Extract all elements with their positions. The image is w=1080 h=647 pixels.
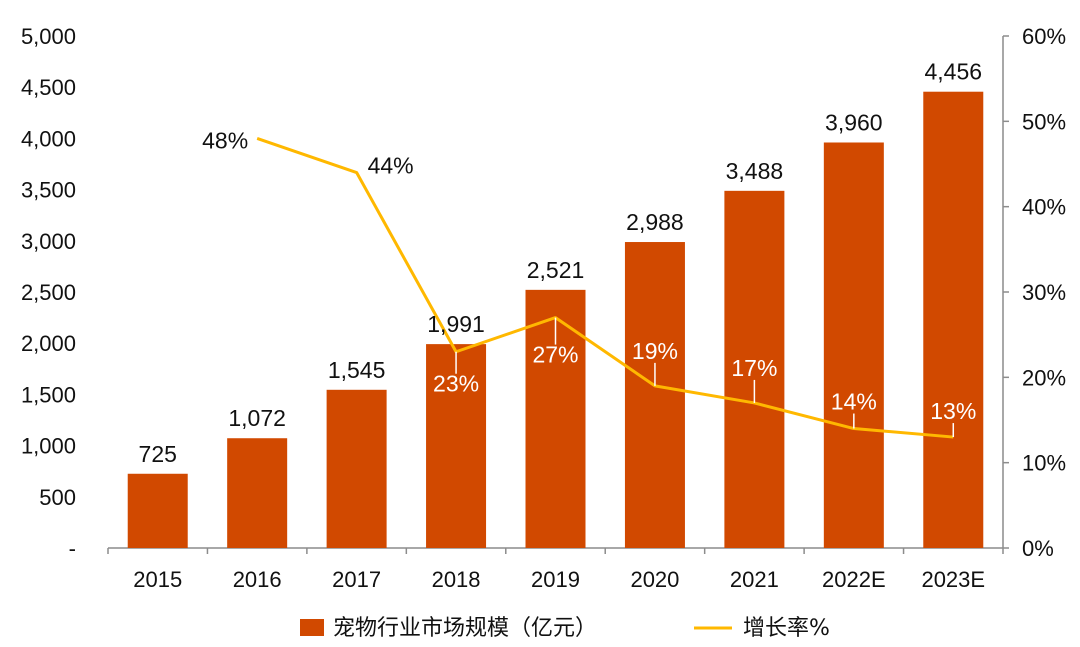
x-tick-label: 2023E xyxy=(921,567,985,592)
bar-value-label: 2,521 xyxy=(527,257,585,283)
legend-line-label: 增长率% xyxy=(743,616,830,641)
bar-value-label: 1,545 xyxy=(328,357,386,383)
rate-value-label: 23% xyxy=(433,371,479,397)
bar-value-label: 1,991 xyxy=(427,311,485,337)
legend-bar-swatch xyxy=(300,619,324,636)
bar xyxy=(724,190,785,548)
bar-value-label: 2,988 xyxy=(626,209,684,235)
x-tick-label: 2022E xyxy=(822,567,886,592)
x-tick-label: 2020 xyxy=(630,567,679,592)
legend: 宠物行业市场规模（亿元） 增长率% xyxy=(300,616,830,641)
rate-value-label: 19% xyxy=(632,338,678,364)
bar xyxy=(426,344,487,548)
y-right-tick-label: 30% xyxy=(1022,280,1066,305)
y-left-tick-label: 2,500 xyxy=(21,280,76,305)
bar-value-label: 3,960 xyxy=(825,109,883,135)
y-right-tick-label: 40% xyxy=(1022,195,1066,220)
growth-line xyxy=(256,136,954,439)
bar xyxy=(127,473,188,548)
data-labels: 725 1,072 1,545 1,991 2,521 2,988 3,488 3,960 4,… xyxy=(139,59,983,467)
bar-value-label: 4,456 xyxy=(924,59,982,85)
x-tick-label: 2015 xyxy=(133,567,182,592)
y-left-tick-label: 4,500 xyxy=(21,75,76,100)
y-left-tick-label: 1,000 xyxy=(21,434,76,459)
bar xyxy=(823,142,884,548)
y-left-tick-label: 3,500 xyxy=(21,178,76,203)
growth-series-line xyxy=(256,136,954,439)
y-left-tick-label: - xyxy=(69,536,76,561)
y-left-tick-label: 2,000 xyxy=(21,331,76,356)
bar-value-label: 1,072 xyxy=(228,405,286,431)
rate-value-label: 44% xyxy=(368,153,414,179)
rate-value-label: 48% xyxy=(202,127,248,153)
bar xyxy=(227,438,288,548)
legend-bar-label: 宠物行业市场规模（亿元） xyxy=(333,616,597,641)
bar-value-label: 3,488 xyxy=(726,158,784,184)
bar xyxy=(326,389,387,548)
y-left-tick-label: 4,000 xyxy=(21,126,76,151)
rate-value-label: 14% xyxy=(831,389,877,415)
bar xyxy=(624,242,685,548)
rate-value-label: 13% xyxy=(930,398,976,424)
y-left-tick-label: 5,000 xyxy=(21,24,76,49)
bar xyxy=(923,91,984,548)
rate-value-label: 27% xyxy=(532,342,578,368)
rate-value-label: 17% xyxy=(731,355,777,381)
x-tick-label: 2018 xyxy=(432,567,481,592)
y-right-tick-label: 50% xyxy=(1022,109,1066,134)
bars xyxy=(127,91,984,548)
y-right-tick-label: 20% xyxy=(1022,365,1066,390)
x-tick-label: 2021 xyxy=(730,567,779,592)
x-tick-label: 2017 xyxy=(332,567,381,592)
bar-value-label: 725 xyxy=(139,441,177,467)
x-tick-label: 2019 xyxy=(531,567,580,592)
y-left-tick-label: 3,000 xyxy=(21,229,76,254)
x-tick-label: 2016 xyxy=(233,567,282,592)
y-right-tick-label: 60% xyxy=(1022,24,1066,49)
y-left-tick-label: 1,500 xyxy=(21,382,76,407)
y-right-tick-label: 0% xyxy=(1022,536,1054,561)
axes: 2015 2016 2017 2018 2019 2020 2021 2022E 2023E - 5… xyxy=(21,24,1066,592)
y-left-tick-label: 500 xyxy=(39,485,76,510)
y-right-tick-label: 10% xyxy=(1022,451,1066,476)
